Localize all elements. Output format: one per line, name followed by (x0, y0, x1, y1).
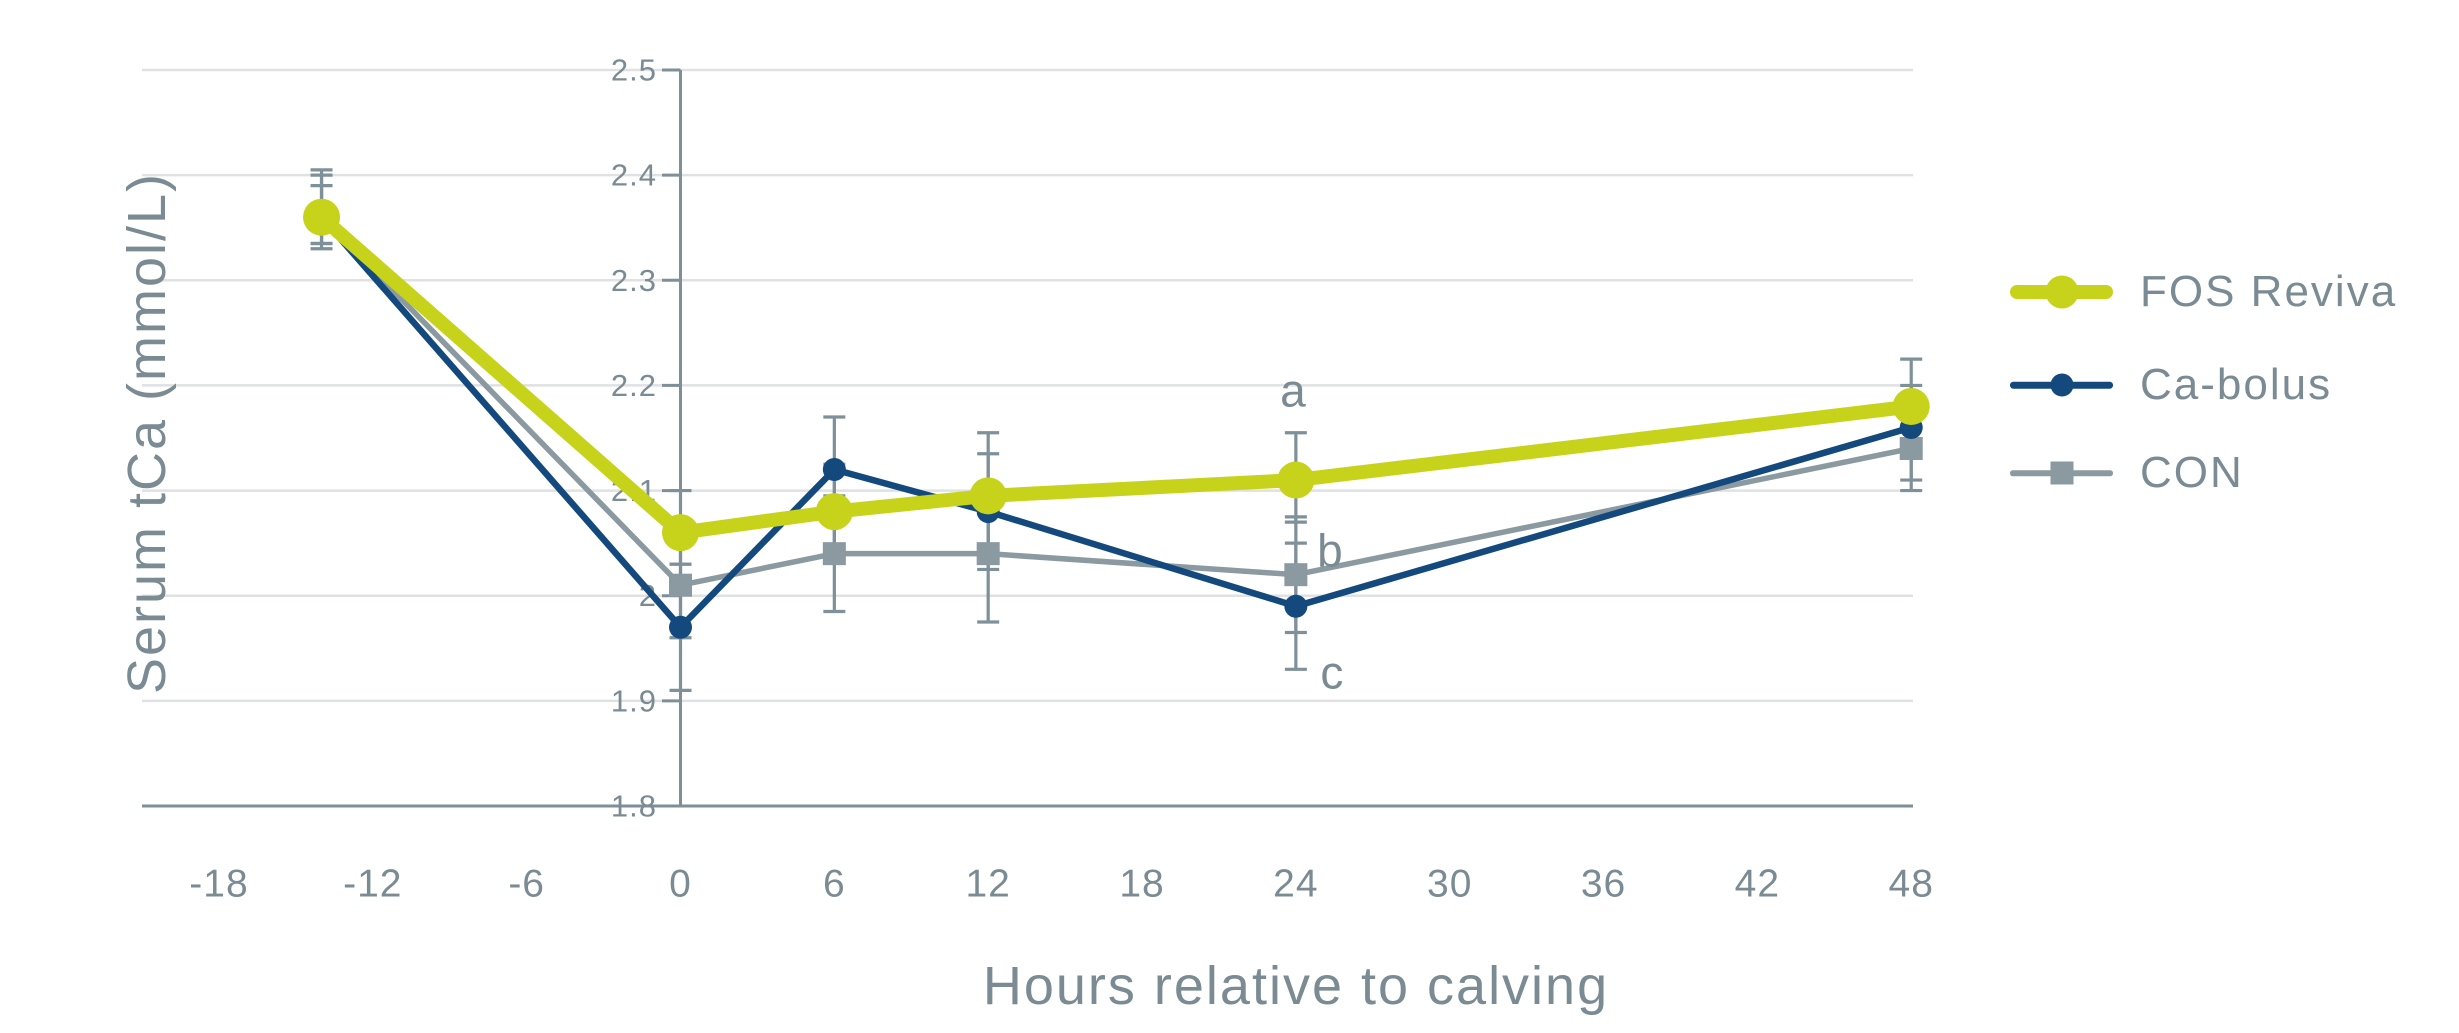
series-marker-con (1284, 563, 1308, 587)
series-marker-fos-reviva (815, 493, 853, 531)
y-axis-title: Serum tCa (mmol/L) (117, 171, 177, 695)
annotation-c: c (1320, 646, 1343, 698)
y-tick-label: 2.4 (611, 158, 657, 193)
series-marker-fos-reviva (1277, 461, 1315, 499)
legend-label: CON (2140, 448, 2244, 497)
x-tick-label: 12 (965, 863, 1010, 906)
series-line-fos-reviva (314, 210, 1919, 540)
legend-item-fos-reviva: FOS Reviva (2010, 267, 2397, 317)
x-tick-label: 0 (669, 863, 692, 906)
series-marker-ca-bolus (822, 458, 846, 482)
x-tick-label: -18 (189, 863, 248, 906)
series-marker-con (976, 542, 1000, 566)
legend-swatch-con (2010, 453, 2113, 493)
legend-label: FOS Reviva (2140, 267, 2398, 316)
x-tick-label: -12 (343, 863, 402, 906)
series-marker-ca-bolus (1284, 594, 1308, 618)
series-marker-con (1899, 437, 1923, 461)
annotation-a: a (1280, 365, 1306, 417)
series-line-con (318, 214, 1914, 588)
y-tick-label: 2.2 (611, 368, 657, 403)
y-tick-label: 2.3 (611, 263, 657, 298)
circle-marker-icon (2045, 275, 2078, 309)
annotation-b: b (1317, 525, 1343, 577)
y-tick-label: 2.5 (611, 53, 657, 88)
x-tick-label: 18 (1119, 863, 1164, 906)
x-tick-label: 6 (823, 863, 846, 906)
y-tick-label: 1.9 (611, 683, 657, 718)
x-tick-label: 42 (1735, 863, 1780, 906)
legend-item-ca-bolus: Ca-bolus (2010, 360, 2332, 410)
series-marker-fos-reviva (969, 477, 1007, 515)
series-marker-fos-reviva (662, 514, 699, 552)
x-tick-label: 36 (1581, 863, 1626, 906)
series-marker-ca-bolus (669, 615, 692, 639)
legend-swatch-ca-bolus (2010, 365, 2113, 405)
x-axis-title: Hours relative to calving (982, 956, 1610, 1016)
series-marker-con (669, 573, 692, 597)
x-tick-label: 30 (1427, 863, 1472, 906)
series-marker-fos-reviva (303, 198, 341, 236)
legend-label: Ca-bolus (2140, 360, 2333, 409)
series-marker-fos-reviva (1892, 387, 1930, 425)
square-marker-icon (2050, 461, 2073, 485)
series-marker-con (822, 542, 846, 566)
x-tick-label: 24 (1273, 863, 1318, 906)
series-line-ca-bolus (318, 213, 1915, 631)
x-tick-label: 48 (1889, 863, 1934, 906)
circle-marker-icon (2050, 373, 2073, 397)
legend-swatch-fos-reviva (2010, 272, 2113, 312)
x-tick-label: -6 (508, 863, 545, 906)
y-tick-label: 1.8 (611, 789, 657, 824)
legend-item-con: CON (2010, 448, 2244, 498)
